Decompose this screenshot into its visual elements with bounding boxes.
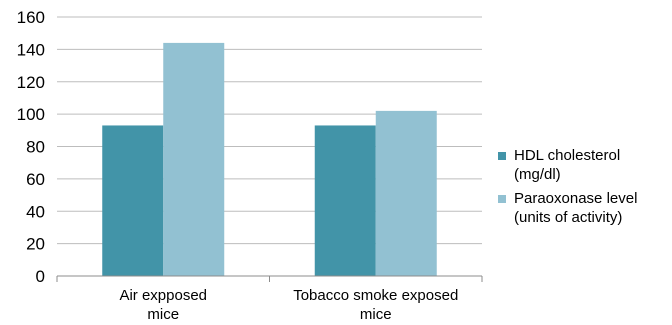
y-tick-label: 40 (26, 202, 45, 221)
y-tick-label: 0 (36, 267, 45, 286)
bar-paraoxonase-0 (163, 42, 225, 277)
x-axis (56, 275, 483, 282)
y-tick-label: 160 (17, 8, 45, 27)
y-tick-label: 60 (26, 170, 45, 189)
legend-swatch-paraoxonase (498, 195, 506, 203)
bar-paraoxonase-1 (375, 110, 437, 276)
y-tick-label: 20 (26, 235, 45, 254)
legend-label-hdl: HDL cholesterol (mg/dl) (514, 147, 621, 183)
y-tick-label: 100 (17, 105, 45, 124)
y-tick-label: 80 (26, 138, 45, 157)
legend-swatch-hdl (498, 152, 506, 160)
x-category-label: Tobacco smoke exposed mice (293, 287, 459, 323)
bars (102, 42, 437, 277)
y-axis-tick-labels: 0 20 40 60 80 100 120 140 160 (17, 8, 45, 286)
bar-hdl-0 (102, 125, 164, 276)
legend: HDL cholesterol (mg/dl) Paraoxonase leve… (498, 146, 668, 232)
x-category-label: Air expposed mice (119, 287, 208, 323)
legend-item-hdl: HDL cholesterol (mg/dl) (498, 146, 668, 184)
y-tick-label: 120 (17, 73, 45, 92)
legend-label-paraoxonase: Paraoxonase level (units of activity) (514, 190, 638, 226)
bar-hdl-1 (314, 125, 376, 276)
legend-item-paraoxonase: Paraoxonase level (units of activity) (498, 189, 668, 227)
y-tick-label: 140 (17, 40, 45, 59)
